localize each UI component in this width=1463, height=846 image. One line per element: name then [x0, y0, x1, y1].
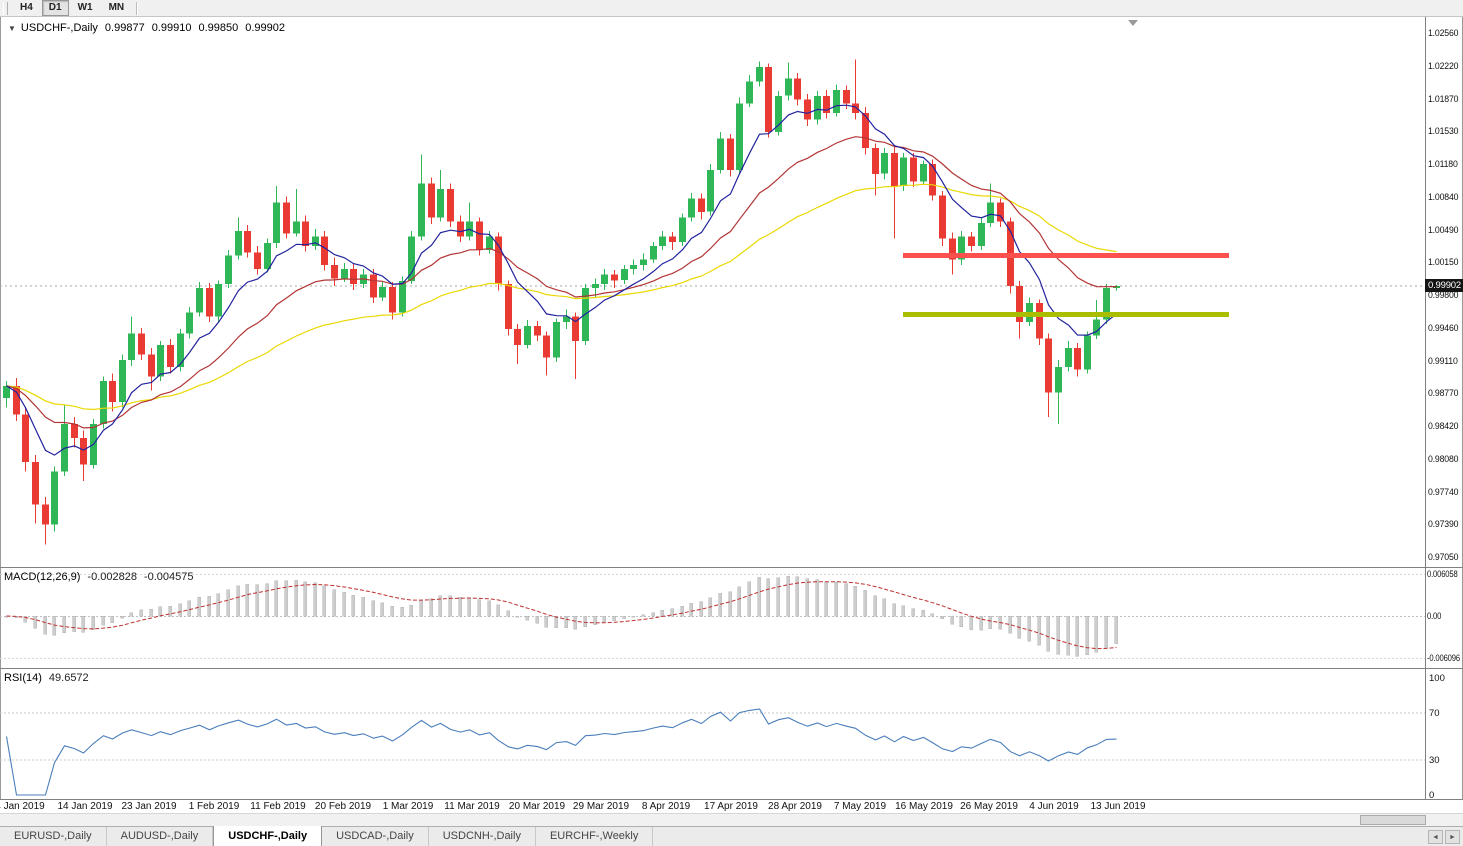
time-axis-label: 11 Mar 2019 — [444, 801, 500, 812]
time-axis-label: 16 May 2019 — [895, 801, 953, 812]
chart-symbol: USDCHF-,Daily — [20, 22, 98, 34]
price-axis-label: 1.02220 — [1428, 61, 1459, 72]
chart-tabs: EURUSD-,Daily AUDUSD-,Daily USDCHF-,Daily U… — [0, 826, 654, 846]
ohlc-low: 0.99850 — [198, 22, 239, 34]
price-axis-label: 0.98770 — [1428, 388, 1459, 399]
macd-signal-value: -0.004575 — [143, 571, 194, 583]
price-axis-label: 0.98420 — [1428, 421, 1459, 432]
tab-navigation: ◄ ► — [1428, 827, 1463, 846]
timeframe-toolbar: H4 D1 W1 MN — [0, 0, 1463, 17]
time-axis-label: 26 May 2019 — [960, 801, 1018, 812]
price-axis-label: 0.97050 — [1428, 552, 1459, 563]
price-axis-label: 1.01530 — [1428, 126, 1459, 137]
chart-tab-usdcnh[interactable]: USDCNH-,Daily — [429, 827, 536, 846]
timeframe-button-mn[interactable]: MN — [108, 2, 125, 13]
time-axis-label: 8 Apr 2019 — [641, 801, 691, 812]
time-axis-label: 1 Mar 2019 — [382, 801, 434, 812]
macd-label: MACD(12,26,9) -0.002828 -0.004575 — [4, 571, 194, 583]
time-axis-label: 20 Mar 2019 — [508, 801, 566, 812]
rsi-axis-label: 0 — [1429, 790, 1435, 801]
rsi-name: RSI(14) — [4, 672, 42, 684]
chart-tab-eurchf[interactable]: EURCHF-,Weekly — [536, 827, 654, 846]
macd-axis-label: 0.006058 — [1427, 569, 1458, 579]
toolbar-separator — [136, 1, 139, 15]
price-axis-label: 1.00490 — [1428, 225, 1459, 236]
rsi-chart[interactable] — [0, 669, 1425, 799]
rsi-value: 49.6572 — [48, 672, 89, 684]
chart-area: ▼ USDCHF-,Daily 0.99877 0.99910 0.99850 … — [0, 17, 1463, 813]
time-axis-label: 14 Jan 2019 — [57, 801, 113, 812]
price-axis-label: 0.97390 — [1428, 519, 1459, 530]
price-axis[interactable]: 1.02560 1.02220 1.01870 1.01530 1.01180 1.008… — [1426, 17, 1463, 567]
price-axis-label: 1.01870 — [1428, 94, 1459, 105]
window-left-border — [0, 17, 1, 813]
timeframe-button-d1[interactable]: D1 — [41, 0, 69, 16]
dropdown-triangle-icon[interactable]: ▼ — [8, 23, 16, 33]
price-axis-separator — [1425, 17, 1426, 813]
macd-panel: MACD(12,26,9) -0.002828 -0.004575 0.0060… — [0, 567, 1463, 668]
price-axis-label: 0.97740 — [1428, 487, 1459, 498]
time-axis-label: 13 Jun 2019 — [1090, 801, 1146, 812]
time-axis-label: 28 Apr 2019 — [768, 801, 822, 812]
time-axis-label: 4 Jun 2019 — [1029, 801, 1079, 812]
price-axis-label: 0.98080 — [1428, 454, 1459, 465]
time-axis-label: 23 Jan 2019 — [121, 801, 177, 812]
time-axis-label: 11 Feb 2019 — [250, 801, 306, 812]
time-axis-label: 20 Feb 2019 — [314, 801, 372, 812]
macd-name: MACD(12,26,9) — [4, 571, 81, 583]
chart-tabbar: EURUSD-,Daily AUDUSD-,Daily USDCHF-,Daily U… — [0, 826, 1463, 846]
time-axis-label: 4 Jan 2019 — [0, 801, 45, 812]
ohlc-high: 0.99910 — [151, 22, 192, 34]
rsi-axis-label: 70 — [1429, 708, 1440, 719]
timeframe-button-h4[interactable]: H4 — [20, 2, 33, 13]
time-axis-label: 1 Feb 2019 — [188, 801, 240, 812]
time-axis-label: 29 Mar 2019 — [572, 801, 630, 812]
chart-tab-usdchf[interactable]: USDCHF-,Daily — [213, 826, 323, 846]
chart-tab-eurusd[interactable]: EURUSD-,Daily — [0, 827, 107, 846]
toolbar-grip[interactable] — [3, 1, 8, 15]
time-axis-label: 7 May 2019 — [833, 801, 887, 812]
horizontal-scrollbar[interactable] — [0, 813, 1463, 826]
ohlc-close: 0.99902 — [245, 22, 285, 34]
tabs-scroll-right-button[interactable]: ► — [1445, 829, 1460, 844]
chart-title: ▼ USDCHF-,Daily 0.99877 0.99910 0.99850 … — [8, 22, 285, 34]
rsi-axis-label: 100 — [1429, 673, 1445, 684]
chart-tab-audusd[interactable]: AUDUSD-,Daily — [107, 827, 214, 846]
rsi-axis-label: 30 — [1429, 755, 1440, 766]
time-axis[interactable]: 4 Jan 2019 14 Jan 2019 23 Jan 2019 1 Feb 20… — [0, 799, 1463, 813]
price-axis-label: 0.99800 — [1428, 290, 1459, 301]
price-axis-label: 1.00150 — [1428, 257, 1459, 268]
macd-axis-label: 0.00 — [1427, 611, 1442, 621]
timeframe-buttons: H4 D1 W1 MN — [13, 0, 131, 16]
price-axis-label: 1.00840 — [1428, 192, 1459, 203]
tabs-scroll-left-button[interactable]: ◄ — [1428, 829, 1443, 844]
candlestick-chart[interactable] — [0, 17, 1425, 567]
macd-chart[interactable] — [0, 568, 1425, 668]
price-axis-label: 0.99460 — [1428, 323, 1459, 334]
rsi-label: RSI(14) 49.6572 — [4, 672, 89, 684]
timeframe-button-w1[interactable]: W1 — [77, 2, 93, 13]
price-axis-label: 1.01180 — [1428, 159, 1458, 170]
time-axis-label: 17 Apr 2019 — [704, 801, 758, 812]
ohlc-open: 0.99877 — [104, 22, 145, 34]
price-axis-label: 1.02560 — [1428, 28, 1459, 39]
current-price-badge: 0.99902 — [1425, 279, 1463, 292]
macd-axis-label: -0.006096 — [1427, 653, 1460, 663]
chart-tab-usdcad[interactable]: USDCAD-,Daily — [322, 827, 429, 846]
price-axis-label: 0.99110 — [1428, 356, 1458, 367]
scrollbar-thumb[interactable] — [1360, 815, 1426, 825]
macd-value: -0.002828 — [87, 571, 137, 583]
rsi-panel: RSI(14) 49.6572 100 70 30 0 — [0, 668, 1463, 801]
